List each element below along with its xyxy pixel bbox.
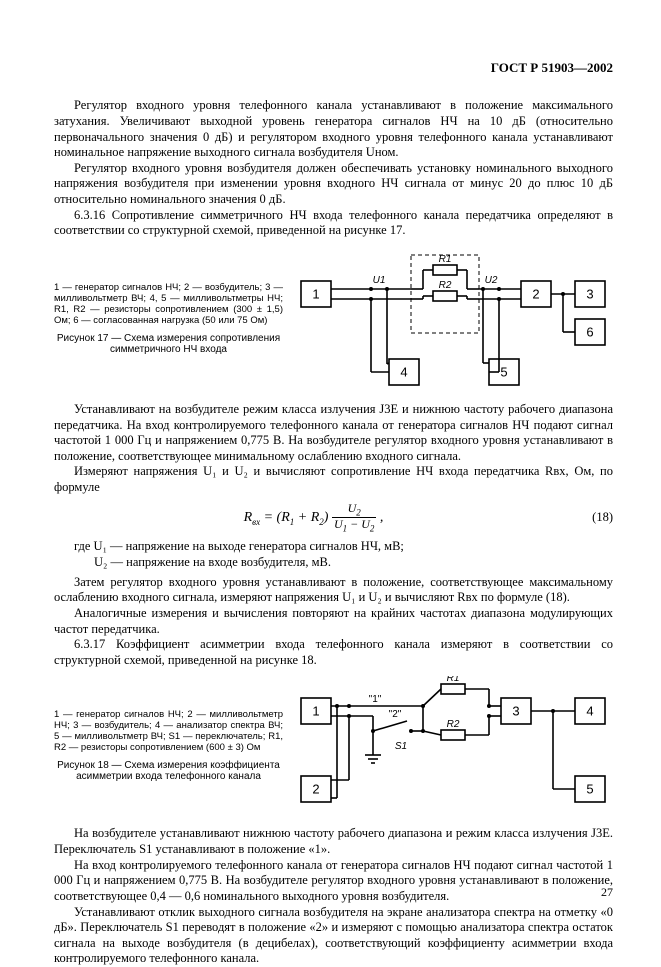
figure-17-title: Рисунок 17 — Схема измерения сопротивлен… xyxy=(54,333,283,356)
figure-17-row: 1 — генератор сигналов НЧ; 2 — возбудите… xyxy=(54,247,613,392)
svg-text:1: 1 xyxy=(312,704,319,719)
formula-18: Rвх = (R1 + R2) U2 U1 − U2 , (18) xyxy=(54,502,613,534)
svg-text:5: 5 xyxy=(586,782,593,797)
figure-17-legend: 1 — генератор сигналов НЧ; 2 — возбудите… xyxy=(54,283,283,327)
svg-text:R1: R1 xyxy=(447,676,460,684)
figure-18-row: 1 — генератор сигналов НЧ; 2 — милливоль… xyxy=(54,676,613,816)
page-number: 27 xyxy=(601,885,613,900)
figure-17-svg: 1 2 3 6 4 5 R1 R2 U1 U2 xyxy=(293,247,613,392)
para-9: На возбудителе устанавливают нижнюю част… xyxy=(54,826,613,857)
para-8: 6.3.17 Коэффициент асимметрии входа теле… xyxy=(54,637,613,668)
svg-text:1: 1 xyxy=(312,286,319,301)
formula-18-number: (18) xyxy=(573,510,613,526)
formula-variables: где U₁ — напряжение на выходе генератора… xyxy=(54,539,613,570)
svg-text:3: 3 xyxy=(586,286,593,301)
para-2: Регулятор входного уровня возбудителя до… xyxy=(54,161,613,208)
para-10: На вход контролируемого телефонного кана… xyxy=(54,858,613,905)
figure-17-caption-block: 1 — генератор сигналов НЧ; 2 — возбудите… xyxy=(54,283,293,356)
figure-18-svg: 1 2 3 4 5 "1" S1 "2" R1 R2 xyxy=(293,676,613,816)
para-7: Аналогичные измерения и вычисления повто… xyxy=(54,606,613,637)
svg-text:5: 5 xyxy=(500,364,507,379)
svg-text:U1: U1 xyxy=(373,275,386,286)
svg-text:U2: U2 xyxy=(485,275,498,286)
svg-text:S1: S1 xyxy=(395,741,407,752)
svg-text:"1": "1" xyxy=(369,694,382,705)
var-u1: где U₁ — напряжение на выходе генератора… xyxy=(54,539,613,555)
para-4: Устанавливают на возбудителе режим класс… xyxy=(54,402,613,465)
svg-text:3: 3 xyxy=(512,704,519,719)
para-5: Измеряют напряжения U₁ и U₂ и вычисляют … xyxy=(54,464,613,495)
svg-text:R1: R1 xyxy=(439,254,452,265)
svg-text:2: 2 xyxy=(532,286,539,301)
svg-text:R2: R2 xyxy=(447,719,460,730)
para-3: 6.3.16 Сопротивление симметричного НЧ вх… xyxy=(54,208,613,239)
svg-text:4: 4 xyxy=(400,364,407,379)
figure-18-legend: 1 — генератор сигналов НЧ; 2 — милливоль… xyxy=(54,710,283,754)
para-6: Затем регулятор входного уровня устанавл… xyxy=(54,575,613,606)
page: ГОСТ Р 51903—2002 Регулятор входного уро… xyxy=(0,0,661,936)
svg-text:4: 4 xyxy=(586,704,593,719)
formula-18-expr: Rвх = (R1 + R2) U2 U1 − U2 , xyxy=(54,502,573,534)
var-u2: U₂ — напряжение на входе возбудителя, мВ… xyxy=(54,555,613,571)
svg-text:R2: R2 xyxy=(439,280,452,291)
figure-18-title: Рисунок 18 — Схема измерения коэффициент… xyxy=(54,760,283,783)
svg-text:"2": "2" xyxy=(389,709,402,720)
para-1: Регулятор входного уровня телефонного ка… xyxy=(54,98,613,161)
doc-header: ГОСТ Р 51903—2002 xyxy=(54,60,613,76)
figure-18-caption-block: 1 — генератор сигналов НЧ; 2 — милливоль… xyxy=(54,710,293,783)
svg-text:2: 2 xyxy=(312,782,319,797)
svg-text:6: 6 xyxy=(586,324,593,339)
